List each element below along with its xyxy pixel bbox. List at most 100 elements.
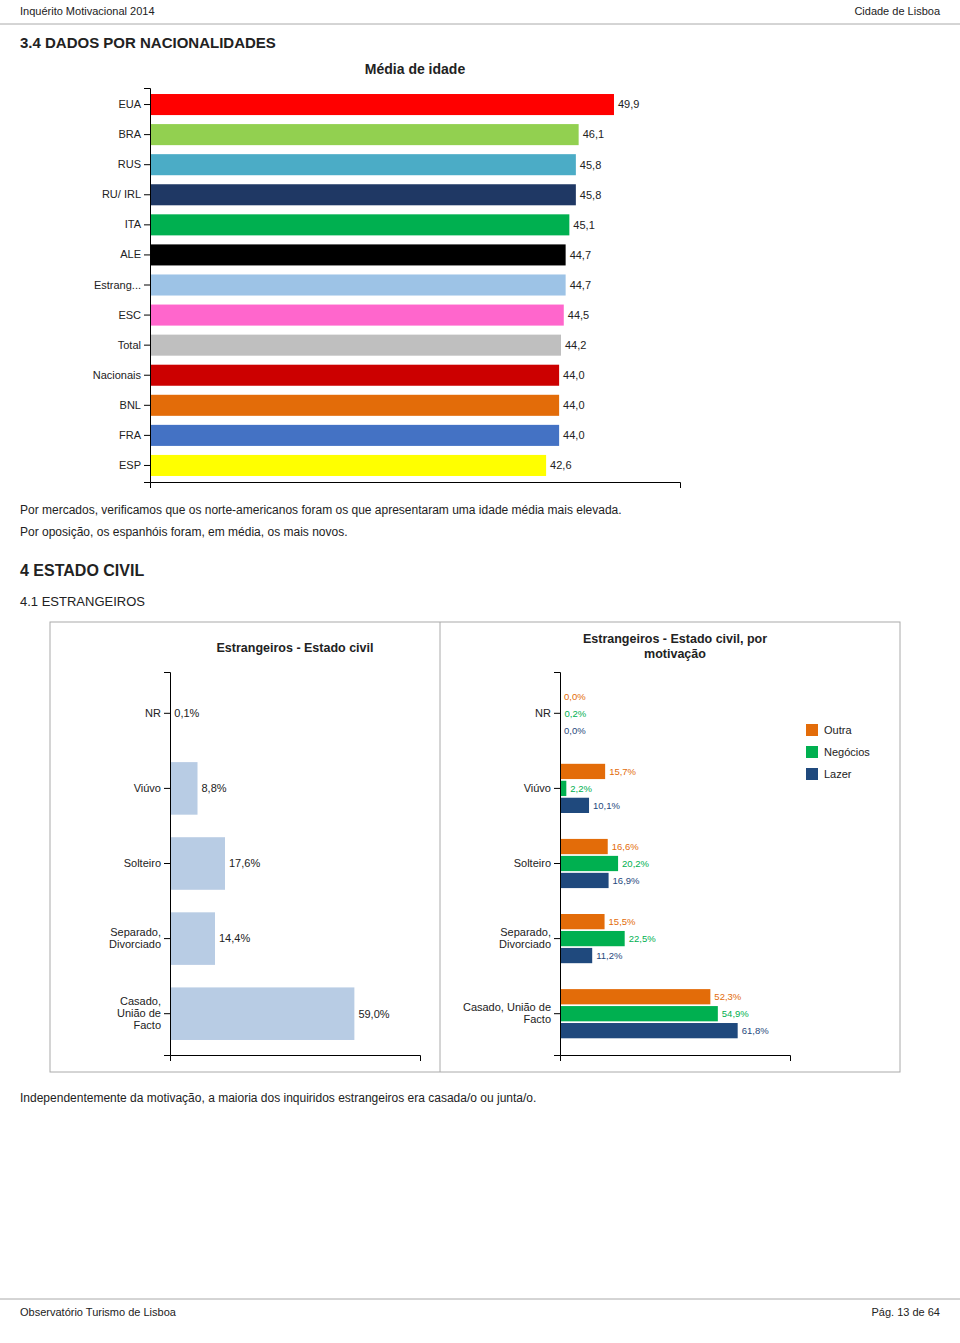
bar xyxy=(560,839,608,854)
footer-right: Pág. 13 de 64 xyxy=(871,1306,940,1318)
tick: ESP xyxy=(119,459,150,471)
bar xyxy=(560,948,592,963)
bar xyxy=(560,1023,738,1038)
tick-mark xyxy=(144,194,150,195)
tick-label: ESP xyxy=(119,459,141,471)
tick: Viúvo xyxy=(134,782,170,794)
tick-mark xyxy=(144,315,150,316)
data-label: 16,9% xyxy=(613,875,640,886)
text3: Independentemente da motivação, a maiori… xyxy=(20,1091,536,1105)
tick-mark xyxy=(144,254,150,255)
data-label: 59,0% xyxy=(358,1008,389,1020)
bar xyxy=(150,305,564,326)
tick: ITA xyxy=(125,218,150,230)
bars xyxy=(560,706,738,1039)
data-labels: 49,946,145,845,845,144,744,744,544,244,0… xyxy=(550,98,639,471)
page: Inquérito Motivacional 2014Cidade de Lis… xyxy=(0,0,960,1343)
tick: BNL xyxy=(120,399,150,411)
tick-mark xyxy=(144,465,150,466)
tick-label: Solteiro xyxy=(514,857,551,869)
tick-label: EUA xyxy=(118,98,141,110)
bar xyxy=(150,244,566,265)
tick-mark xyxy=(164,1013,170,1014)
chart: Estrangeiros - Estado civil0,1%8,8%17,6%… xyxy=(109,641,420,1061)
tick: Total xyxy=(118,339,150,351)
bar xyxy=(170,987,354,1040)
bars xyxy=(170,687,354,1040)
tick-mark xyxy=(144,405,150,406)
section-title: 3.4 DADOS POR NACIONALIDADES xyxy=(20,34,276,51)
x-axis-line xyxy=(561,1056,791,1062)
tick-mark xyxy=(164,788,170,789)
bar xyxy=(170,912,215,965)
chart-title: Média de idade xyxy=(365,61,466,77)
data-label: 49,9 xyxy=(618,98,639,110)
bar xyxy=(150,184,576,205)
data-label: 8,8% xyxy=(202,782,227,794)
bar xyxy=(560,931,625,946)
tick-mark xyxy=(554,1013,560,1014)
chart: Estrangeiros - Estado civil, pormotivaçã… xyxy=(463,632,870,1062)
bar xyxy=(150,94,614,115)
x-axis xyxy=(151,483,681,489)
y-axis-line xyxy=(164,673,171,1056)
data-label: 46,1 xyxy=(583,128,604,140)
y-axis-line xyxy=(554,673,561,1056)
data-label: 44,2 xyxy=(565,339,586,351)
tick-label: NR xyxy=(145,707,161,719)
data-label: 20,2% xyxy=(622,858,649,869)
tick: Separado,Divorciado xyxy=(499,926,560,950)
bar xyxy=(150,154,576,175)
bar xyxy=(150,335,561,356)
tick-label: Viúvo xyxy=(134,782,161,794)
tick: ALE xyxy=(120,248,150,260)
legend-swatch xyxy=(806,724,818,736)
data-label: 44,5 xyxy=(568,309,589,321)
text1: Por mercados, verificamos que os norte-a… xyxy=(20,503,622,517)
bars xyxy=(150,94,614,476)
tick-label: RUS xyxy=(118,158,141,170)
tick: BRA xyxy=(118,128,150,140)
tick-mark xyxy=(144,435,150,436)
bar xyxy=(150,455,546,476)
tick: Viúvo xyxy=(524,782,560,794)
data-label: 44,7 xyxy=(570,249,591,261)
data-label: 44,7 xyxy=(570,279,591,291)
tick: Solteiro xyxy=(514,857,560,869)
panel-box xyxy=(50,622,900,1072)
tick-mark xyxy=(144,224,150,225)
data-label: 2,2% xyxy=(570,783,592,794)
bar xyxy=(150,124,579,145)
tick-mark xyxy=(554,863,560,864)
header-right: Cidade de Lisboa xyxy=(854,5,941,17)
data-label: 0,1% xyxy=(174,707,199,719)
tick-mark xyxy=(554,938,560,939)
tick-label: Separado,Divorciado xyxy=(109,926,161,950)
bar xyxy=(560,798,589,813)
bar xyxy=(560,1006,718,1021)
x-axis-line xyxy=(151,483,681,489)
x-axis xyxy=(561,1056,791,1062)
legend-label: Negócios xyxy=(824,746,870,758)
tick-label: Separado,Divorciado xyxy=(499,926,551,950)
y-axis: NRViúvoSolteiroSeparado,DivorciadoCasado… xyxy=(109,673,170,1056)
data-label: 22,5% xyxy=(629,933,656,944)
tick-label: Casado, União deFacto xyxy=(463,1001,551,1025)
panel-divider xyxy=(440,622,441,1072)
bar xyxy=(560,764,605,779)
tick: EUA xyxy=(118,98,150,110)
data-label: 61,8% xyxy=(742,1025,769,1036)
tick: ESC xyxy=(118,309,150,321)
tick: Separado,Divorciado xyxy=(109,926,170,950)
legend-swatch xyxy=(806,768,818,780)
tick: RUS xyxy=(118,158,150,170)
legend: OutraNegóciosLazer xyxy=(806,724,870,780)
tick-mark xyxy=(144,345,150,346)
data-label: 0,2% xyxy=(565,708,587,719)
y-axis: EUABRARUSRU/ IRLITAALEEstrang...ESCTotal… xyxy=(93,89,151,483)
bar xyxy=(150,274,566,295)
data-label: 44,0 xyxy=(563,399,584,411)
tick-label: RU/ IRL xyxy=(102,188,141,200)
data-label: 15,5% xyxy=(609,916,636,927)
legend-label: Lazer xyxy=(824,768,852,780)
